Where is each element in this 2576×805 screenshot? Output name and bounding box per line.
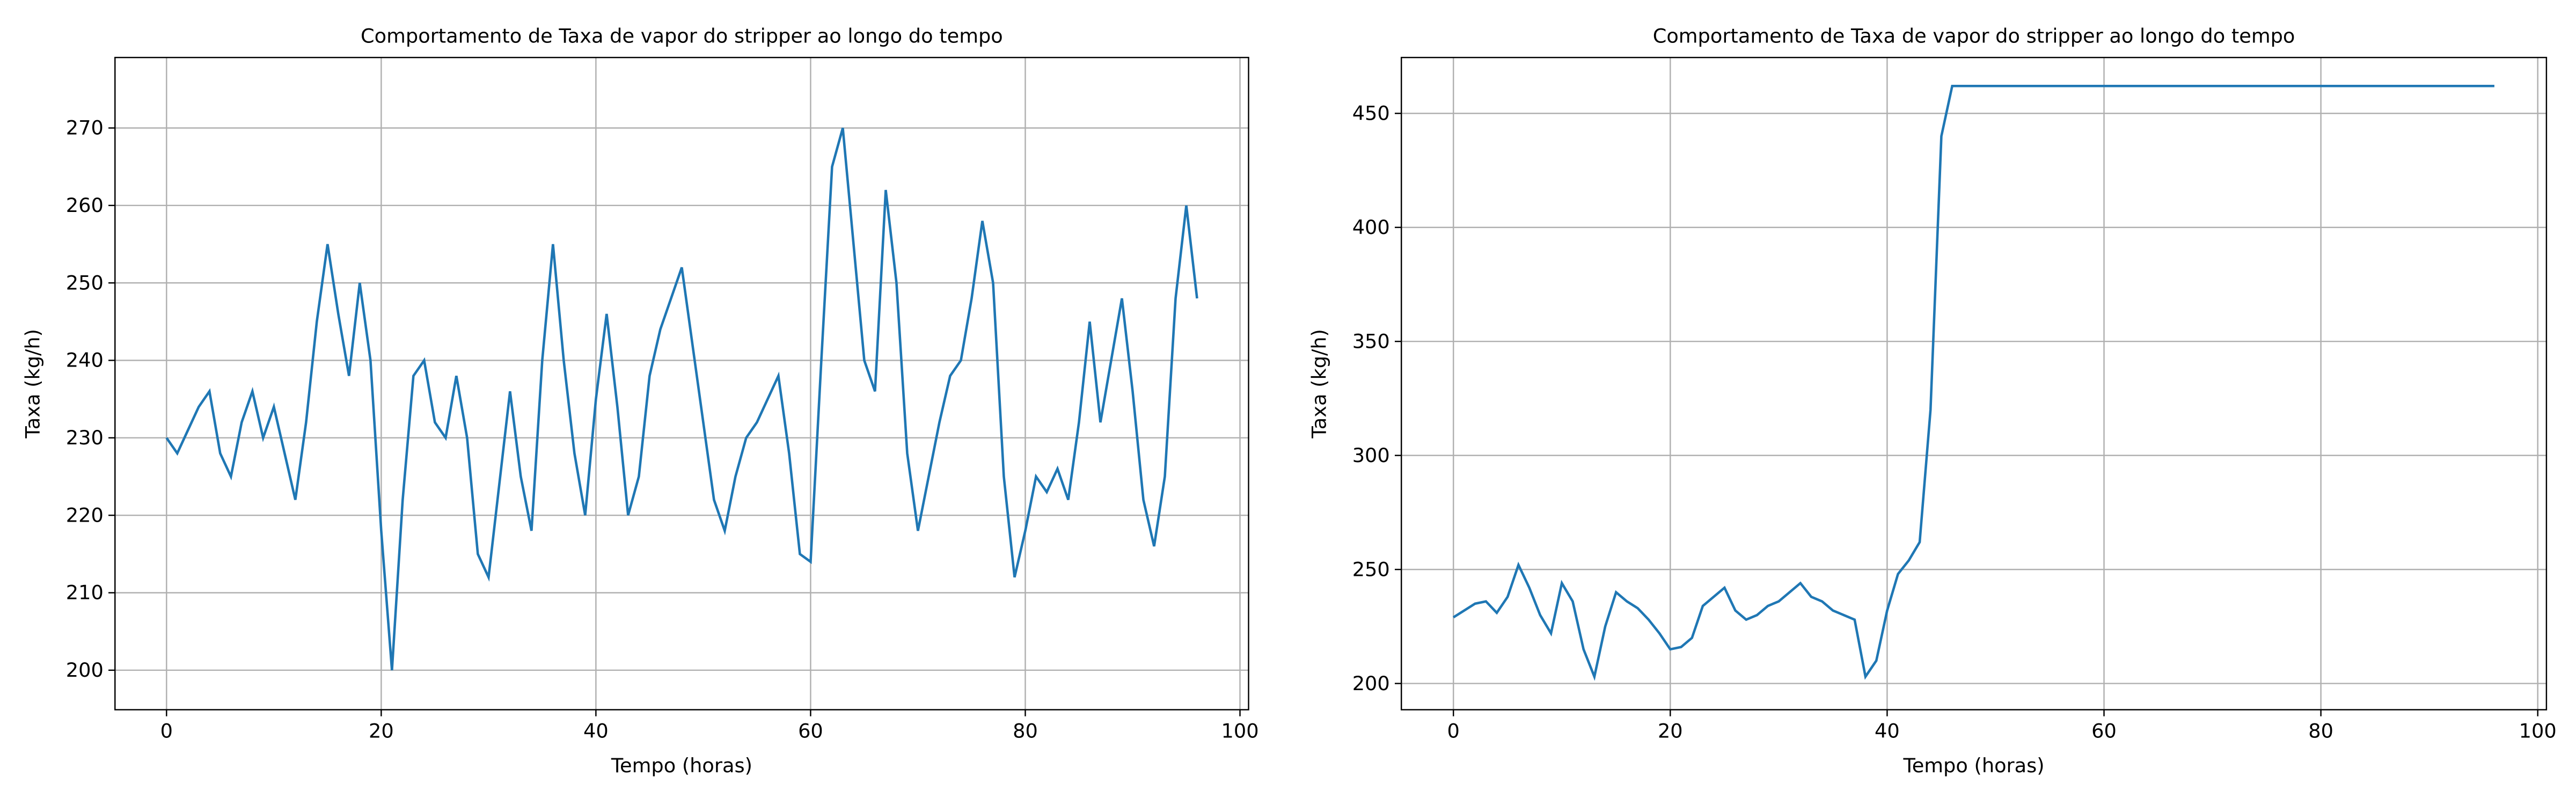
y-tick-label: 230 <box>66 426 104 449</box>
y-tick-label: 300 <box>1352 444 1390 467</box>
y-tick-label: 400 <box>1352 216 1390 239</box>
x-tick-label: 60 <box>798 719 823 742</box>
x-tick-label: 100 <box>2519 719 2557 742</box>
line-series <box>165 127 1198 671</box>
x-tick-label: 0 <box>160 719 173 742</box>
y-axis-label: Taxa (kg/h) <box>21 329 44 439</box>
x-tick-label: 40 <box>1875 719 1900 742</box>
x-tick-label: 80 <box>2308 719 2333 742</box>
x-tick-label: 100 <box>1221 719 1258 742</box>
x-tick-label: 60 <box>2091 719 2117 742</box>
y-tick-label: 200 <box>66 658 104 682</box>
line-series <box>1452 84 2494 681</box>
y-axis-label: Taxa (kg/h) <box>1307 329 1330 439</box>
y-tick-label: 250 <box>1352 558 1390 581</box>
y-tick-label: 450 <box>1352 101 1390 125</box>
y-tick-label: 250 <box>66 271 104 294</box>
y-tick-label: 200 <box>1352 672 1390 695</box>
y-tick-label: 270 <box>66 116 104 140</box>
x-axis-label: Tempo (horas) <box>1903 754 2045 777</box>
x-tick-label: 0 <box>1447 719 1460 742</box>
chart-title: Comportamento de Taxa de vapor do stripp… <box>361 25 1003 48</box>
x-tick-label: 80 <box>1013 719 1038 742</box>
plot-frame <box>114 56 1249 711</box>
y-tick-label: 350 <box>1352 330 1390 353</box>
x-axis-label: Tempo (horas) <box>611 754 752 777</box>
x-tick-label: 20 <box>369 719 394 742</box>
y-tick-label: 210 <box>66 581 104 604</box>
chart-title: Comportamento de Taxa de vapor do stripp… <box>1653 25 2295 48</box>
y-tick-label: 220 <box>66 503 104 526</box>
x-tick-label: 20 <box>1658 719 1683 742</box>
y-tick-label: 260 <box>66 194 104 217</box>
x-tick-label: 40 <box>583 719 609 742</box>
plot-frame <box>1401 56 2548 711</box>
y-tick-label: 240 <box>66 349 104 372</box>
